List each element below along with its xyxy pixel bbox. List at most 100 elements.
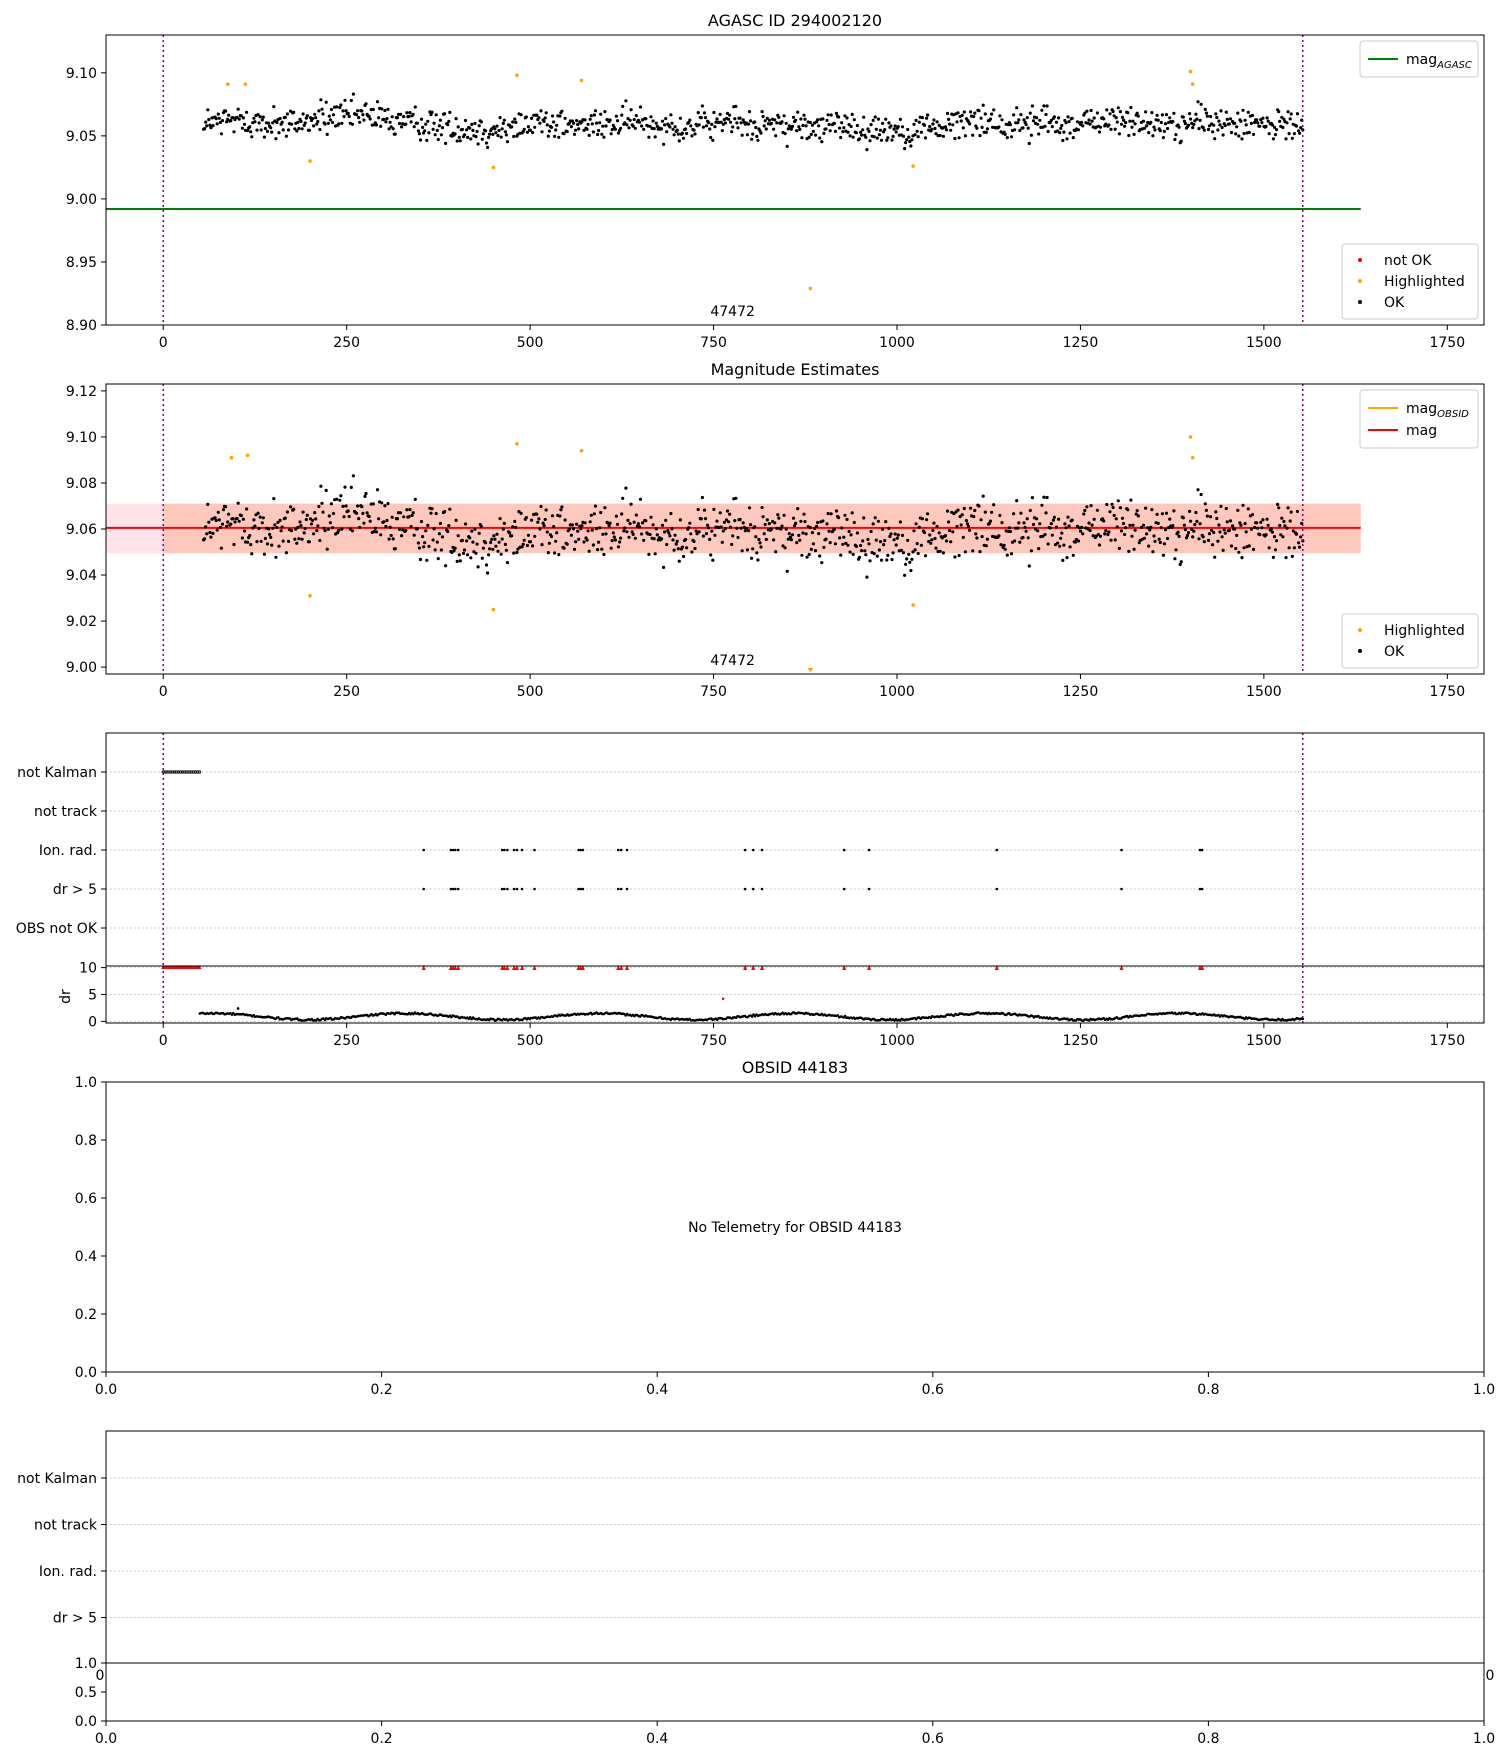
ok-point (219, 546, 223, 550)
ok-point (909, 568, 913, 573)
ok-point (713, 125, 717, 129)
ok-point (484, 141, 489, 145)
ok-point (912, 529, 916, 533)
ok-point (652, 537, 656, 541)
ok-point (338, 105, 342, 110)
x-tick-label: 750 (700, 335, 727, 351)
ok-point (206, 108, 210, 112)
ok-point (777, 115, 781, 119)
ok-point (649, 515, 653, 519)
ok-point (211, 124, 215, 128)
ok-point (984, 544, 988, 548)
ok-point (634, 513, 638, 517)
ok-point (1193, 523, 1197, 527)
ok-point (925, 116, 929, 120)
ok-point (914, 522, 918, 526)
ok-point (1206, 127, 1211, 132)
ok-point (1259, 520, 1263, 524)
ok-point (252, 518, 256, 522)
x-axis: 0 250 500 750 1000 1250 1500 1750 (159, 1023, 1465, 1049)
ok-point (730, 542, 734, 547)
ok-point (569, 125, 574, 129)
ok-point (723, 121, 728, 125)
ok-point (1229, 130, 1234, 135)
ok-point (915, 542, 919, 546)
ok-point (416, 541, 420, 545)
ok-point (440, 535, 445, 539)
ok-point (400, 534, 404, 538)
y-tick-label: 1.0 (75, 1656, 97, 1672)
ok-point (590, 528, 594, 532)
ok-point (801, 531, 805, 535)
ok-point (355, 511, 359, 515)
ok-point (604, 124, 608, 128)
ok-point (598, 121, 602, 125)
ok-point (407, 515, 411, 519)
flag-marker (186, 770, 190, 774)
ok-point (209, 126, 213, 130)
ok-point (1060, 123, 1064, 128)
ok-point (629, 502, 633, 506)
ok-point (623, 121, 627, 125)
ok-point (591, 130, 596, 134)
ok-point (305, 513, 309, 517)
ok-point (1178, 562, 1182, 567)
ok-point (576, 529, 580, 533)
ok-point (1186, 531, 1191, 535)
ok-point (627, 126, 631, 130)
ok-point (347, 114, 351, 118)
legend-entry-label: magOBSID (1406, 401, 1469, 420)
ok-point (251, 526, 255, 530)
ok-point (1133, 122, 1137, 126)
ok-point (884, 520, 888, 524)
ok-point (881, 527, 885, 531)
ok-point (797, 125, 801, 129)
ok-point (1008, 123, 1013, 127)
ok-point (356, 109, 360, 113)
ok-point (331, 511, 336, 516)
ok-point (877, 133, 882, 137)
ok-point (550, 514, 555, 518)
ok-point (901, 134, 906, 138)
ok-point (443, 112, 447, 116)
hidden-x-tick-label: 0 (96, 1668, 105, 1684)
ok-point (979, 518, 983, 522)
ok-point (685, 546, 689, 550)
flag-marker (520, 887, 524, 891)
flag-category-label: OBS not OK (16, 921, 98, 937)
ok-point (1202, 128, 1206, 132)
ok-point (1213, 555, 1217, 559)
ok-point (434, 511, 438, 516)
ok-point (208, 531, 212, 535)
ok-point (1025, 116, 1029, 120)
ok-point (962, 506, 966, 511)
ok-point (697, 530, 701, 534)
ok-point (1043, 533, 1047, 537)
ok-point (677, 559, 681, 563)
clipped-marker (619, 965, 624, 970)
ok-point (865, 148, 869, 152)
ok-point (790, 533, 795, 537)
ok-point (207, 117, 211, 122)
ok-point (866, 537, 870, 542)
ok-point (543, 116, 547, 120)
x-tick-label: 250 (333, 335, 360, 351)
ok-point (711, 138, 715, 142)
ok-point (974, 532, 978, 536)
ok-point (1291, 529, 1295, 533)
clipped-marker (751, 965, 756, 970)
x-axis: 0.0 0.2 0.4 0.6 0.8 1.0 (95, 1372, 1495, 1398)
ok-point (1153, 539, 1157, 544)
ok-point (1118, 506, 1122, 510)
ok-point (922, 123, 927, 127)
ok-point (887, 121, 891, 125)
ok-point (340, 121, 344, 125)
flag-category-label: not Kalman (17, 765, 97, 781)
ok-point (783, 132, 787, 136)
ok-point (454, 117, 458, 121)
ok-point (793, 524, 797, 528)
ok-point (1085, 505, 1089, 509)
ok-point (828, 541, 832, 545)
ok-point (257, 526, 261, 531)
y-tick-label: 9.08 (66, 476, 97, 492)
